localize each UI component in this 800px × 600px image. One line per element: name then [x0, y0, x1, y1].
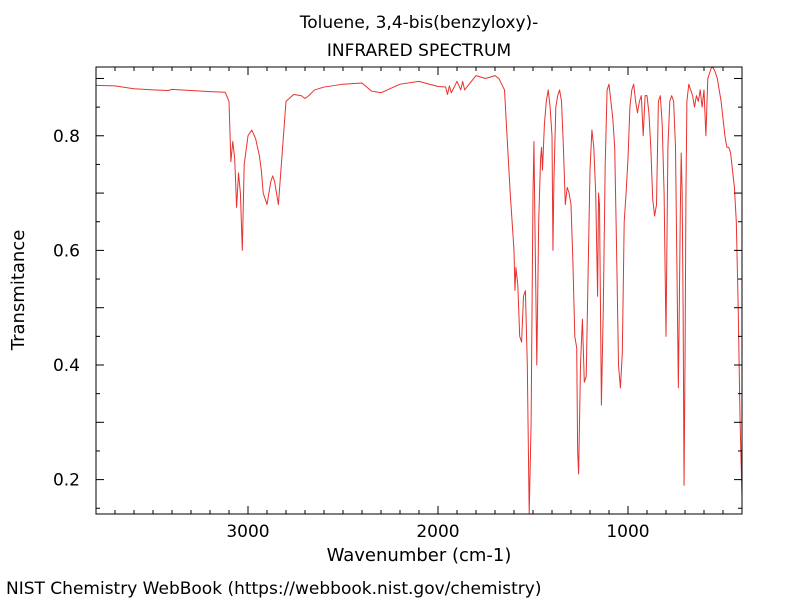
source-footer: NIST Chemistry WebBook (https://webbook.… — [6, 579, 541, 599]
y-tick-label: 0.4 — [53, 356, 80, 376]
chart-title: Toluene, 3,4-bis(benzyloxy)- — [299, 13, 539, 33]
y-axis: 0.2 0.4 0.6 0.8 — [53, 77, 742, 509]
x-axis-label: Wavenumber (cm-1) — [327, 545, 512, 566]
x-tick-label: 2000 — [416, 522, 459, 542]
plot-frame — [95, 66, 743, 515]
x-tick-label: 3000 — [226, 522, 269, 542]
y-tick-label: 0.6 — [53, 241, 80, 261]
x-axis: 3000 2000 1000 — [114, 67, 724, 542]
y-tick-label: 0.2 — [53, 471, 80, 491]
y-tick-label: 0.8 — [53, 127, 80, 147]
plot-area — [95, 66, 743, 515]
y-axis-label: Transmitance — [8, 230, 29, 352]
spectrum-line — [95, 66, 743, 515]
x-tick-label: 1000 — [606, 522, 649, 542]
chart-subtitle: INFRARED SPECTRUM — [327, 41, 511, 61]
